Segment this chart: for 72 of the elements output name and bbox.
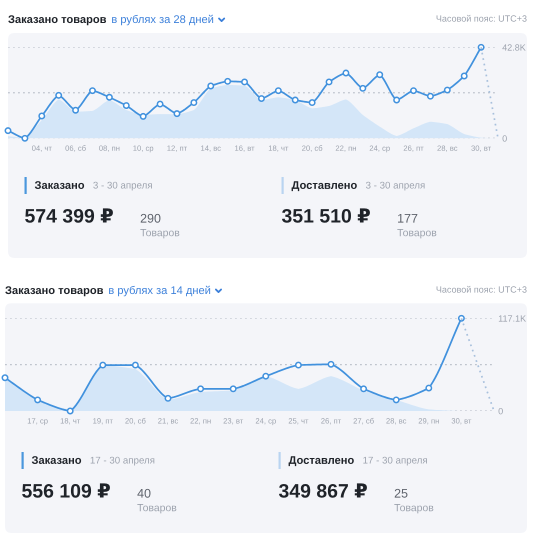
- point: [38, 112, 46, 120]
- point: [132, 362, 139, 369]
- point: [190, 99, 198, 106]
- point: [2, 374, 8, 382]
- point: [359, 84, 366, 92]
- chart-title: Заказано товаров: [5, 286, 104, 296]
- point: [393, 96, 400, 104]
- text: 556 109 ₽: [22, 483, 110, 498]
- point: [262, 372, 270, 380]
- point: [156, 100, 164, 108]
- point: [258, 95, 265, 102]
- text: 17 - 30 апреля: [363, 456, 427, 466]
- y-tick-label: 42.8K: [502, 44, 526, 51]
- point: [294, 362, 302, 369]
- point: [328, 360, 334, 368]
- text: Часовой пояс: UTC+3: [436, 286, 527, 293]
- point: [173, 110, 180, 118]
- point: [89, 87, 96, 94]
- text: 40: [137, 488, 151, 498]
- point: [360, 385, 368, 392]
- y-tick-label: 0: [502, 135, 507, 142]
- point: [106, 94, 113, 101]
- text: Товаров: [137, 504, 176, 514]
- text: 17 - 30 апреля: [90, 456, 154, 466]
- point: [342, 70, 350, 76]
- text: Товаров: [397, 229, 436, 238]
- point: [410, 87, 417, 94]
- point: [207, 82, 214, 90]
- text: Доставлено: [292, 181, 357, 192]
- text: Доставлено: [288, 456, 354, 466]
- text: Товаров: [394, 504, 434, 514]
- chart-subtitle: в рублях за 28 дней: [112, 14, 214, 26]
- point: [66, 408, 74, 414]
- point: [376, 71, 384, 78]
- chart-title: Заказано товаров: [8, 15, 106, 26]
- text: 177: [398, 214, 418, 223]
- text: 3 - 30 апреля: [366, 182, 425, 191]
- y-tick-label: 0: [498, 408, 503, 414]
- point: [4, 127, 12, 134]
- point: [140, 112, 147, 120]
- text: 349 867 ₽: [278, 483, 367, 498]
- point: [72, 106, 80, 114]
- point: [274, 87, 282, 94]
- point: [444, 86, 451, 94]
- text: Часовой пояс: UTC+3: [436, 14, 527, 22]
- text: Заказано: [32, 456, 82, 464]
- point: [164, 394, 172, 402]
- text: 290: [140, 214, 160, 223]
- point: [122, 102, 130, 110]
- point: [34, 396, 42, 404]
- text: Товаров: [140, 229, 180, 238]
- point: [21, 134, 28, 142]
- point: [308, 99, 316, 106]
- point: [230, 385, 237, 392]
- text: 3 - 30 апреля: [93, 182, 152, 191]
- point: [55, 92, 62, 99]
- point: [224, 78, 232, 85]
- text: 351 510 ₽: [282, 208, 370, 223]
- point: [392, 396, 400, 404]
- point: [292, 96, 299, 104]
- point: [425, 384, 432, 392]
- point: [460, 72, 468, 80]
- point: [197, 385, 204, 392]
- point: [326, 78, 333, 86]
- point: [426, 92, 434, 100]
- text: 25: [394, 488, 408, 498]
- text: 574 399 ₽: [25, 208, 113, 223]
- y-tick-label: 117.1K: [498, 315, 526, 322]
- point: [99, 362, 106, 369]
- text: Заказано: [34, 181, 84, 189]
- point: [241, 78, 248, 86]
- chart-subtitle: в рублях за 14 дней: [109, 286, 210, 296]
